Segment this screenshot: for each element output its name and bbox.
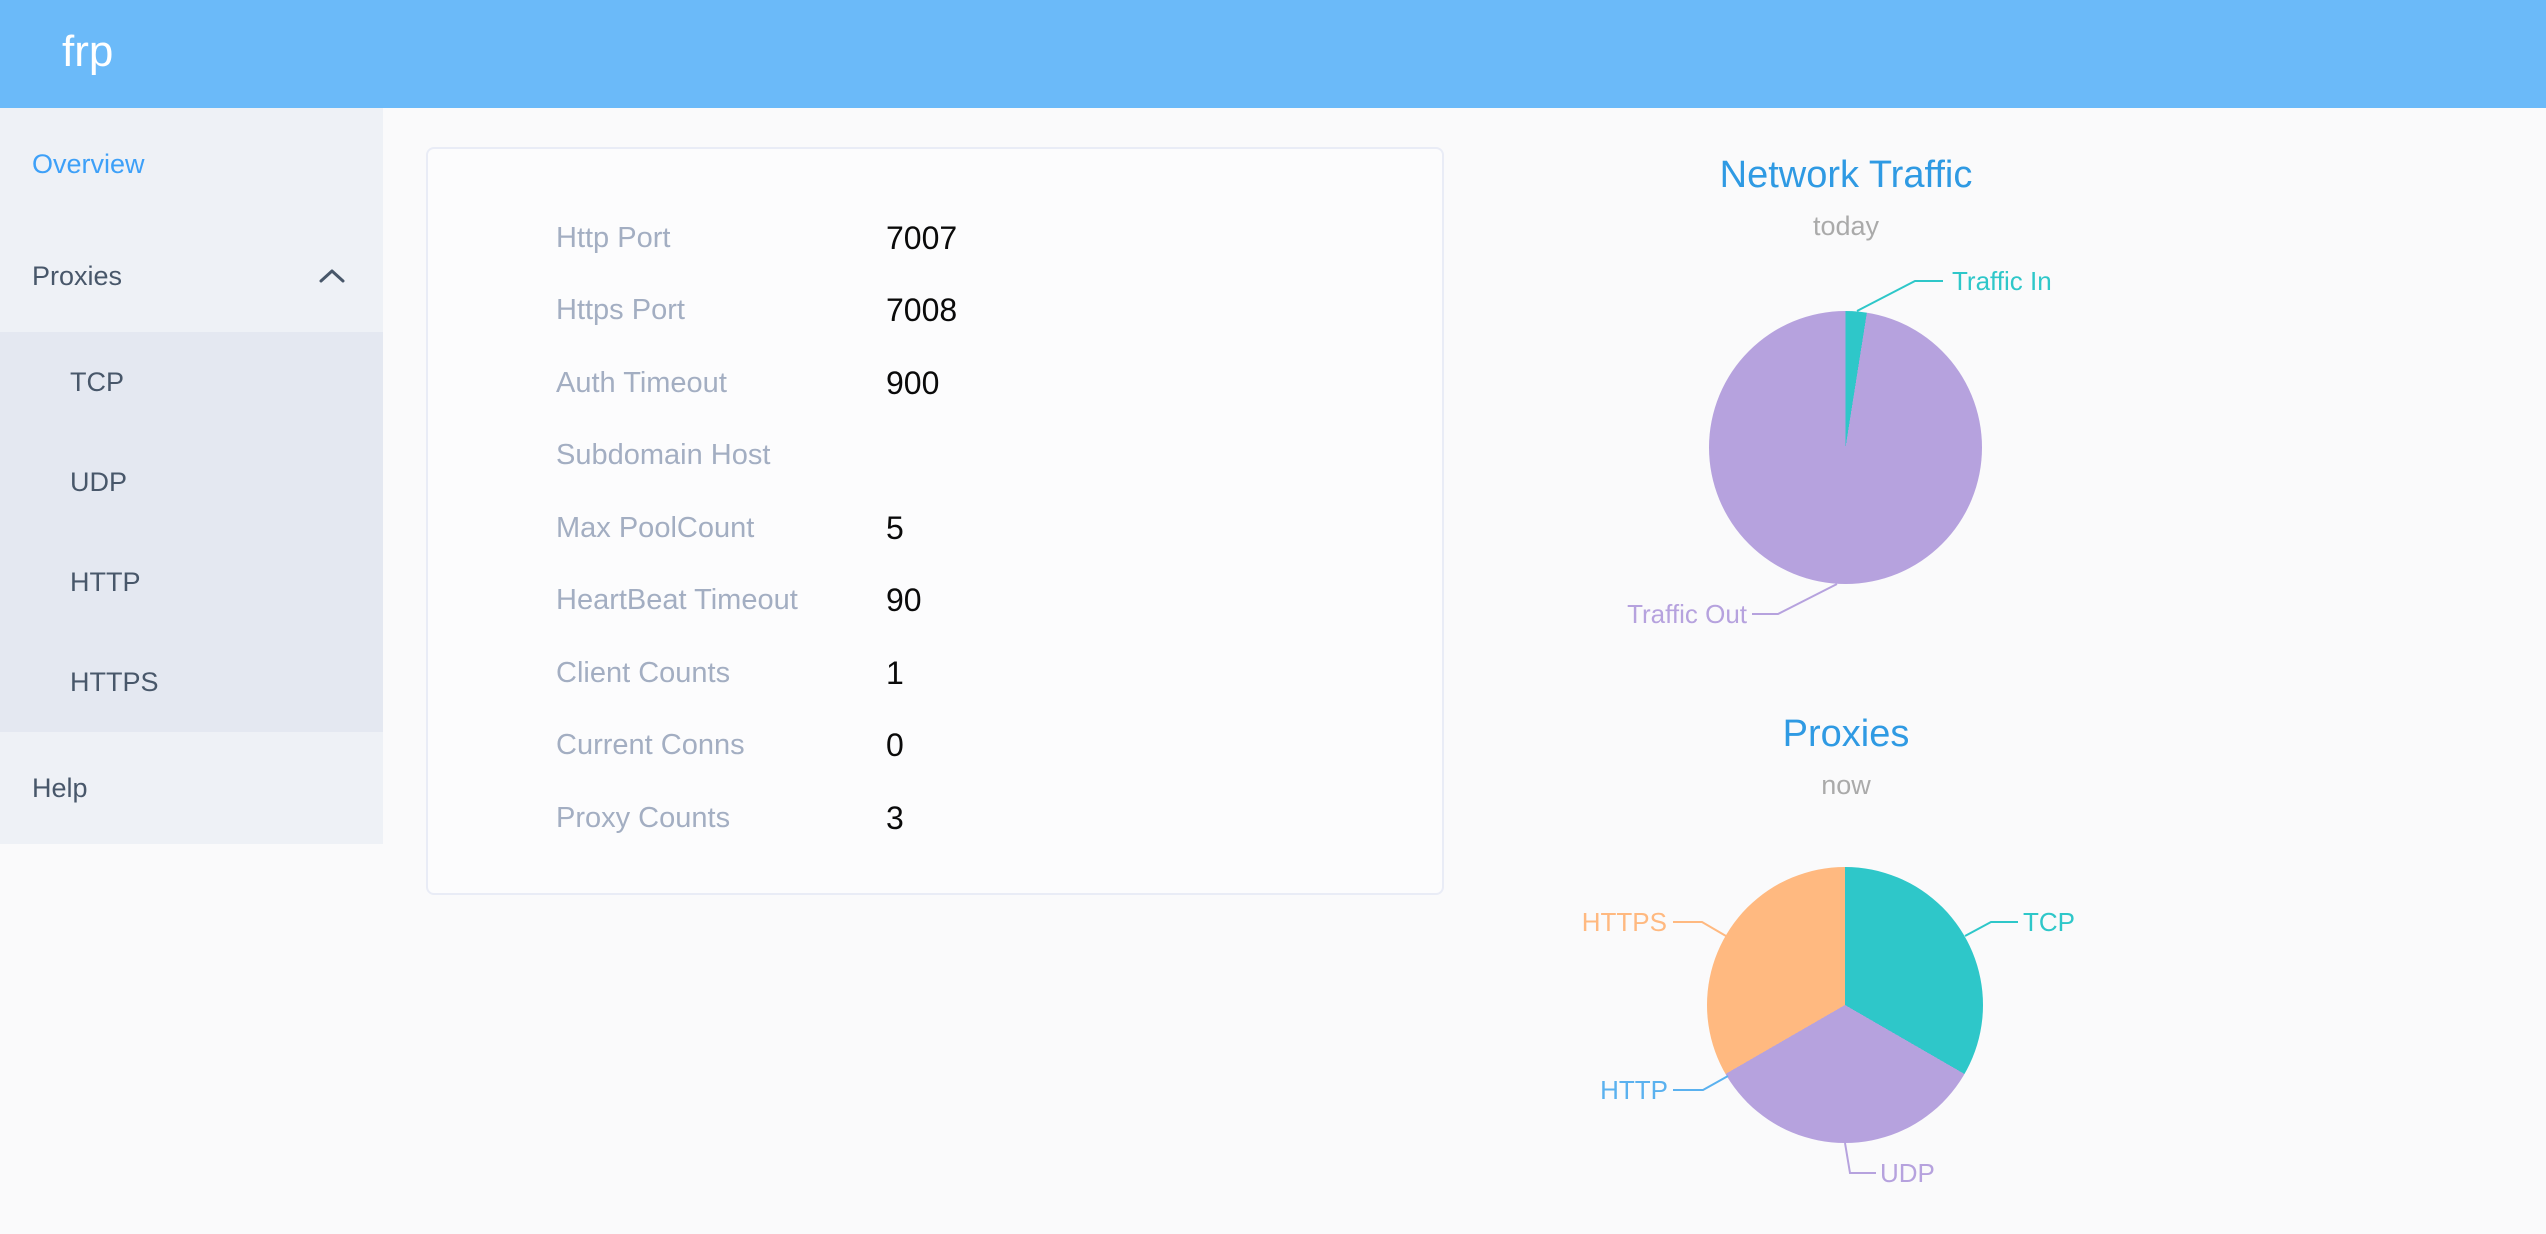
sidebar-item-label: Proxies	[32, 261, 123, 291]
sidebar-item-label: HTTP	[70, 567, 141, 597]
sidebar-item-proxies[interactable]: Proxies	[0, 220, 383, 332]
config-row: Max PoolCount 5	[428, 492, 1442, 565]
config-value: 7007	[886, 219, 958, 256]
traffic-in-label-line	[1856, 280, 1943, 312]
proxies-chart-subtitle: now	[1821, 770, 1871, 800]
config-label: Https Port	[556, 294, 685, 327]
config-row: HeartBeat Timeout 90	[428, 565, 1442, 638]
config-row: Proxy Counts 3	[428, 782, 1442, 855]
config-label: Http Port	[556, 221, 671, 254]
config-row: Subdomain Host	[428, 420, 1442, 493]
pie-label-udp: UDP	[1880, 1158, 1935, 1188]
pie-label-https: HTTPS	[1581, 907, 1667, 937]
proxies-chart-title: Proxies	[1782, 713, 1910, 755]
config-label: Client Counts	[556, 656, 731, 689]
config-label: Subdomain Host	[556, 439, 771, 472]
sidebar-item-http[interactable]: HTTP	[0, 532, 383, 632]
config-label: Auth Timeout	[556, 366, 727, 399]
chevron-up-icon[interactable]	[319, 268, 345, 284]
config-label: Max PoolCount	[556, 511, 755, 544]
config-row: Current Conns 0	[428, 710, 1442, 783]
pie-label-tcp: TCP	[2023, 907, 2075, 937]
app-logo: frp	[62, 27, 114, 76]
sidebar-item-label: HTTPS	[70, 667, 159, 697]
network-traffic-pie[interactable]	[1709, 311, 1982, 584]
network-traffic-subtitle: today	[1812, 211, 1880, 241]
proxies-pie[interactable]	[1707, 867, 1983, 1143]
sidebar-item-label: TCP	[70, 367, 124, 397]
sidebar-item-udp[interactable]: UDP	[0, 432, 383, 532]
traffic-out-label-line	[1752, 583, 1838, 615]
sidebar-item-https[interactable]: HTTPS	[0, 632, 383, 732]
config-label: Proxy Counts	[556, 801, 731, 834]
config-row: Client Counts 1	[428, 637, 1442, 710]
https-label-line	[1673, 921, 1727, 937]
config-value: 3	[886, 799, 904, 836]
config-row: Auth Timeout 900	[428, 347, 1442, 420]
config-value: 900	[886, 364, 940, 401]
sidebar-item-label: UDP	[70, 467, 128, 497]
sidebar-item-label: Help	[32, 773, 88, 803]
config-value: 7008	[886, 292, 958, 329]
config-value: 0	[886, 727, 904, 764]
config-label: Current Conns	[556, 729, 745, 762]
tcp-label-line	[1964, 921, 2018, 937]
udp-label-line	[1844, 1142, 1876, 1174]
sidebar-item-label: Overview	[32, 149, 145, 179]
sidebar-item-help[interactable]: Help	[0, 732, 383, 844]
config-row: Http Port 7007	[428, 202, 1442, 275]
config-value: 5	[886, 509, 904, 546]
config-value: 90	[886, 582, 922, 619]
network-traffic-title: Network Traffic	[1719, 154, 1973, 196]
sidebar-item-tcp[interactable]: TCP	[0, 332, 383, 432]
config-row: Https Port 7008	[428, 275, 1442, 348]
header-bar: frp	[0, 0, 2546, 108]
server-config-card: Http Port 7007 Https Port 7008 Auth Time…	[426, 147, 1444, 895]
pie-label-http: HTTP	[1600, 1075, 1668, 1105]
sidebar: Overview Proxies TCP UDP HTTP HTTPS Help	[0, 108, 383, 844]
http-label-line	[1673, 1075, 1729, 1091]
config-value: 1	[886, 654, 904, 691]
pie-label-traffic-in: Traffic In	[1952, 266, 2052, 296]
pie-label-traffic-out: Traffic Out	[1627, 599, 1747, 629]
config-label: HeartBeat Timeout	[556, 584, 798, 617]
proxies-submenu: TCP UDP HTTP HTTPS	[0, 332, 383, 732]
sidebar-item-overview[interactable]: Overview	[0, 108, 383, 220]
